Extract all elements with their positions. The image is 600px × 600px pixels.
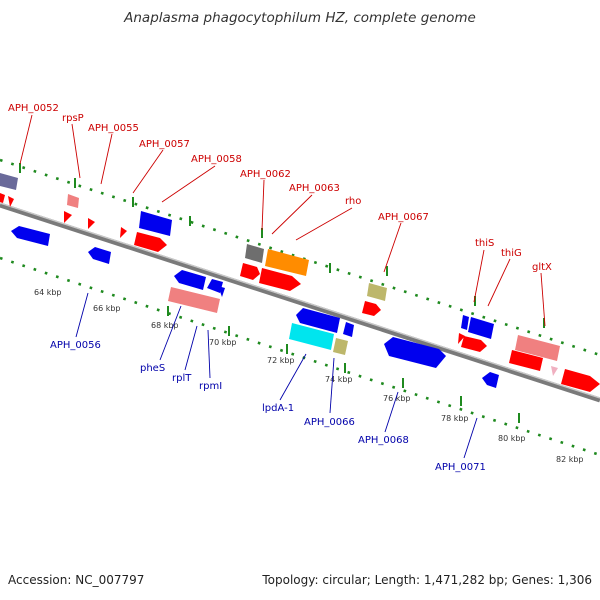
gene-feature xyxy=(367,283,387,301)
gene-label: thiS xyxy=(475,238,494,249)
gene-feature xyxy=(207,279,223,293)
gene-feature xyxy=(240,263,260,280)
gene-label: APH_0063 xyxy=(289,183,340,194)
gene-feature xyxy=(482,372,499,388)
kbp-tick-label: 78 kbp xyxy=(441,414,469,423)
inner-major-ticks xyxy=(167,306,520,423)
topology-label: Topology: circular; Length: 1,471,282 bp… xyxy=(262,573,592,587)
gene-feature xyxy=(289,323,334,350)
gene-label: APH_0068 xyxy=(358,435,409,446)
gene-feature xyxy=(461,315,469,330)
gene-feature xyxy=(67,194,79,208)
kbp-tick-label: 82 kbp xyxy=(556,455,584,464)
kbp-tick-label: 74 kbp xyxy=(325,375,353,384)
gene-feature xyxy=(515,335,560,361)
gene-feature xyxy=(134,232,167,252)
gene-label: gltX xyxy=(532,262,552,273)
gene-feature xyxy=(8,196,14,207)
bottom-gene-labels: APH_0056 pheS rplT rpmI lpdA-1 APH_0066 … xyxy=(50,340,486,473)
gene-feature xyxy=(296,308,340,333)
gene-feature xyxy=(88,218,95,229)
gene-feature xyxy=(384,337,446,368)
gene-feature xyxy=(139,211,172,236)
gene-feature xyxy=(333,338,348,355)
gene-feature xyxy=(362,301,381,316)
kbp-tick-label: 66 kbp xyxy=(93,304,121,313)
gene-label: APH_0056 xyxy=(50,340,101,351)
gene-label: APH_0058 xyxy=(191,154,242,165)
top-gene-labels: APH_0052 rpsP APH_0055 APH_0057 APH_0058… xyxy=(8,103,552,273)
gene-feature xyxy=(88,247,111,264)
gene-label: APH_0071 xyxy=(435,462,486,473)
gene-feature xyxy=(0,173,18,190)
kbp-tick-label: 80 kbp xyxy=(498,434,526,443)
gene-label: rplT xyxy=(172,373,192,384)
genome-backbone xyxy=(0,202,600,403)
kbp-tick-label: 72 kbp xyxy=(267,356,295,365)
gene-label: APH_0066 xyxy=(304,417,355,428)
gene-feature xyxy=(11,226,50,246)
kbp-tick-labels: 64 kbp 66 kbp 68 kbp 70 kbp 72 kbp 74 kb… xyxy=(34,288,584,464)
gene-label: APH_0067 xyxy=(378,212,429,223)
gene-feature xyxy=(343,322,354,337)
gene-label: APH_0052 xyxy=(8,103,59,114)
reverse-genes xyxy=(11,226,499,388)
gene-feature xyxy=(168,287,220,313)
gene-label: rpmI xyxy=(199,381,222,392)
gene-label: APH_0057 xyxy=(139,139,190,150)
gene-label: rho xyxy=(345,196,361,207)
kbp-tick-label: 76 kbp xyxy=(383,394,411,403)
label-leader-lines xyxy=(19,114,546,459)
accession-label: Accession: NC_007797 xyxy=(8,573,145,587)
gene-feature xyxy=(0,193,5,203)
gene-label: lpdA-1 xyxy=(262,403,294,414)
outer-major-ticks xyxy=(19,163,545,328)
gene-feature xyxy=(265,249,309,276)
kbp-tick-label: 64 kbp xyxy=(34,288,62,297)
gene-label: pheS xyxy=(140,363,165,374)
gene-feature xyxy=(561,369,600,392)
gene-label: rpsP xyxy=(62,113,84,124)
map-title: Anaplasma phagocytophilum HZ, complete g… xyxy=(124,10,476,26)
gene-feature xyxy=(245,244,264,263)
gene-label: thiG xyxy=(501,248,522,259)
gene-feature xyxy=(64,211,72,223)
kbp-tick-label: 68 kbp xyxy=(151,321,179,330)
gene-feature xyxy=(174,270,206,290)
gene-feature xyxy=(509,350,543,371)
gene-feature xyxy=(120,227,127,238)
gene-label: APH_0055 xyxy=(88,123,139,134)
gene-feature xyxy=(218,286,225,297)
gene-feature xyxy=(551,366,558,376)
gene-label: APH_0062 xyxy=(240,169,291,180)
forward-genes xyxy=(0,173,600,392)
gene-feature xyxy=(259,268,301,291)
gene-feature xyxy=(468,317,494,339)
gene-feature xyxy=(461,336,487,352)
kbp-tick-label: 70 kbp xyxy=(209,338,237,347)
gene-feature xyxy=(458,333,465,344)
inner-tick-ring xyxy=(0,256,600,457)
